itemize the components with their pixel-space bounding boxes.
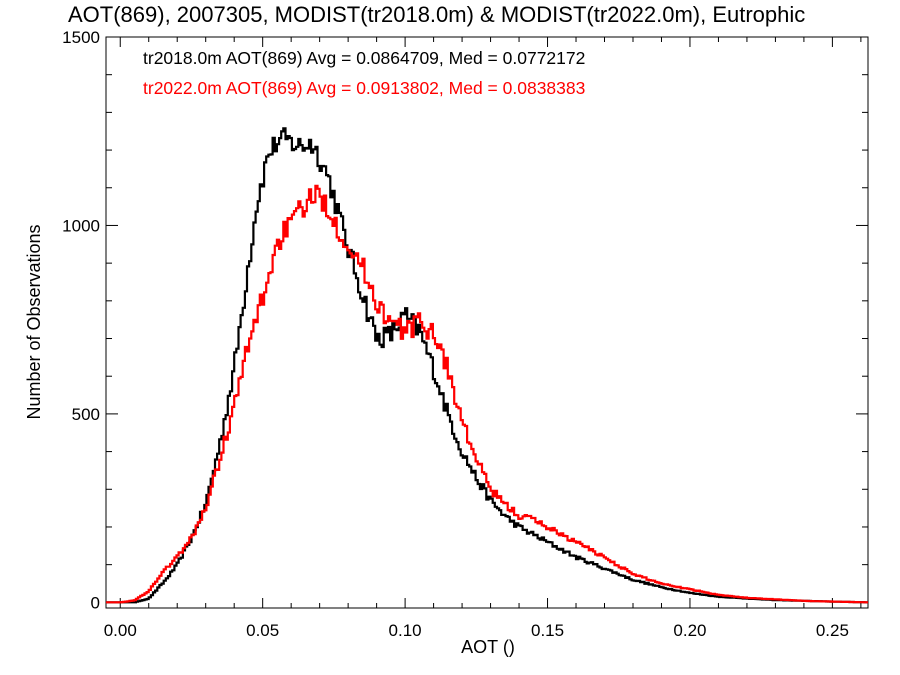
series-line-1 [106, 127, 868, 604]
x-axis-label: AOT () [461, 637, 515, 657]
x-tick-label: 0.10 [389, 621, 422, 640]
x-tick-label: 0.15 [531, 621, 564, 640]
series-line-2 [106, 184, 868, 604]
chart-title: AOT(869), 2007305, MODIST(tr2018.0m) & M… [68, 2, 806, 27]
x-tick-label: 0.00 [104, 621, 137, 640]
x-tick-label: 0.20 [673, 621, 706, 640]
x-tick-label: 0.05 [246, 621, 279, 640]
y-tick-label: 500 [72, 405, 100, 424]
plot-frame [105, 36, 869, 609]
y-axis-label: Number of Observations [24, 224, 44, 419]
x-tick-label: 0.25 [816, 621, 849, 640]
y-tick-label: 1000 [62, 216, 100, 235]
y-tick-label: 1500 [62, 28, 100, 47]
legend-entry-2: tr2022.0m AOT(869) Avg = 0.0913802, Med … [143, 78, 585, 98]
legend-entry-1: tr2018.0m AOT(869) Avg = 0.0864709, Med … [143, 48, 585, 68]
y-tick-label: 0 [91, 593, 100, 612]
